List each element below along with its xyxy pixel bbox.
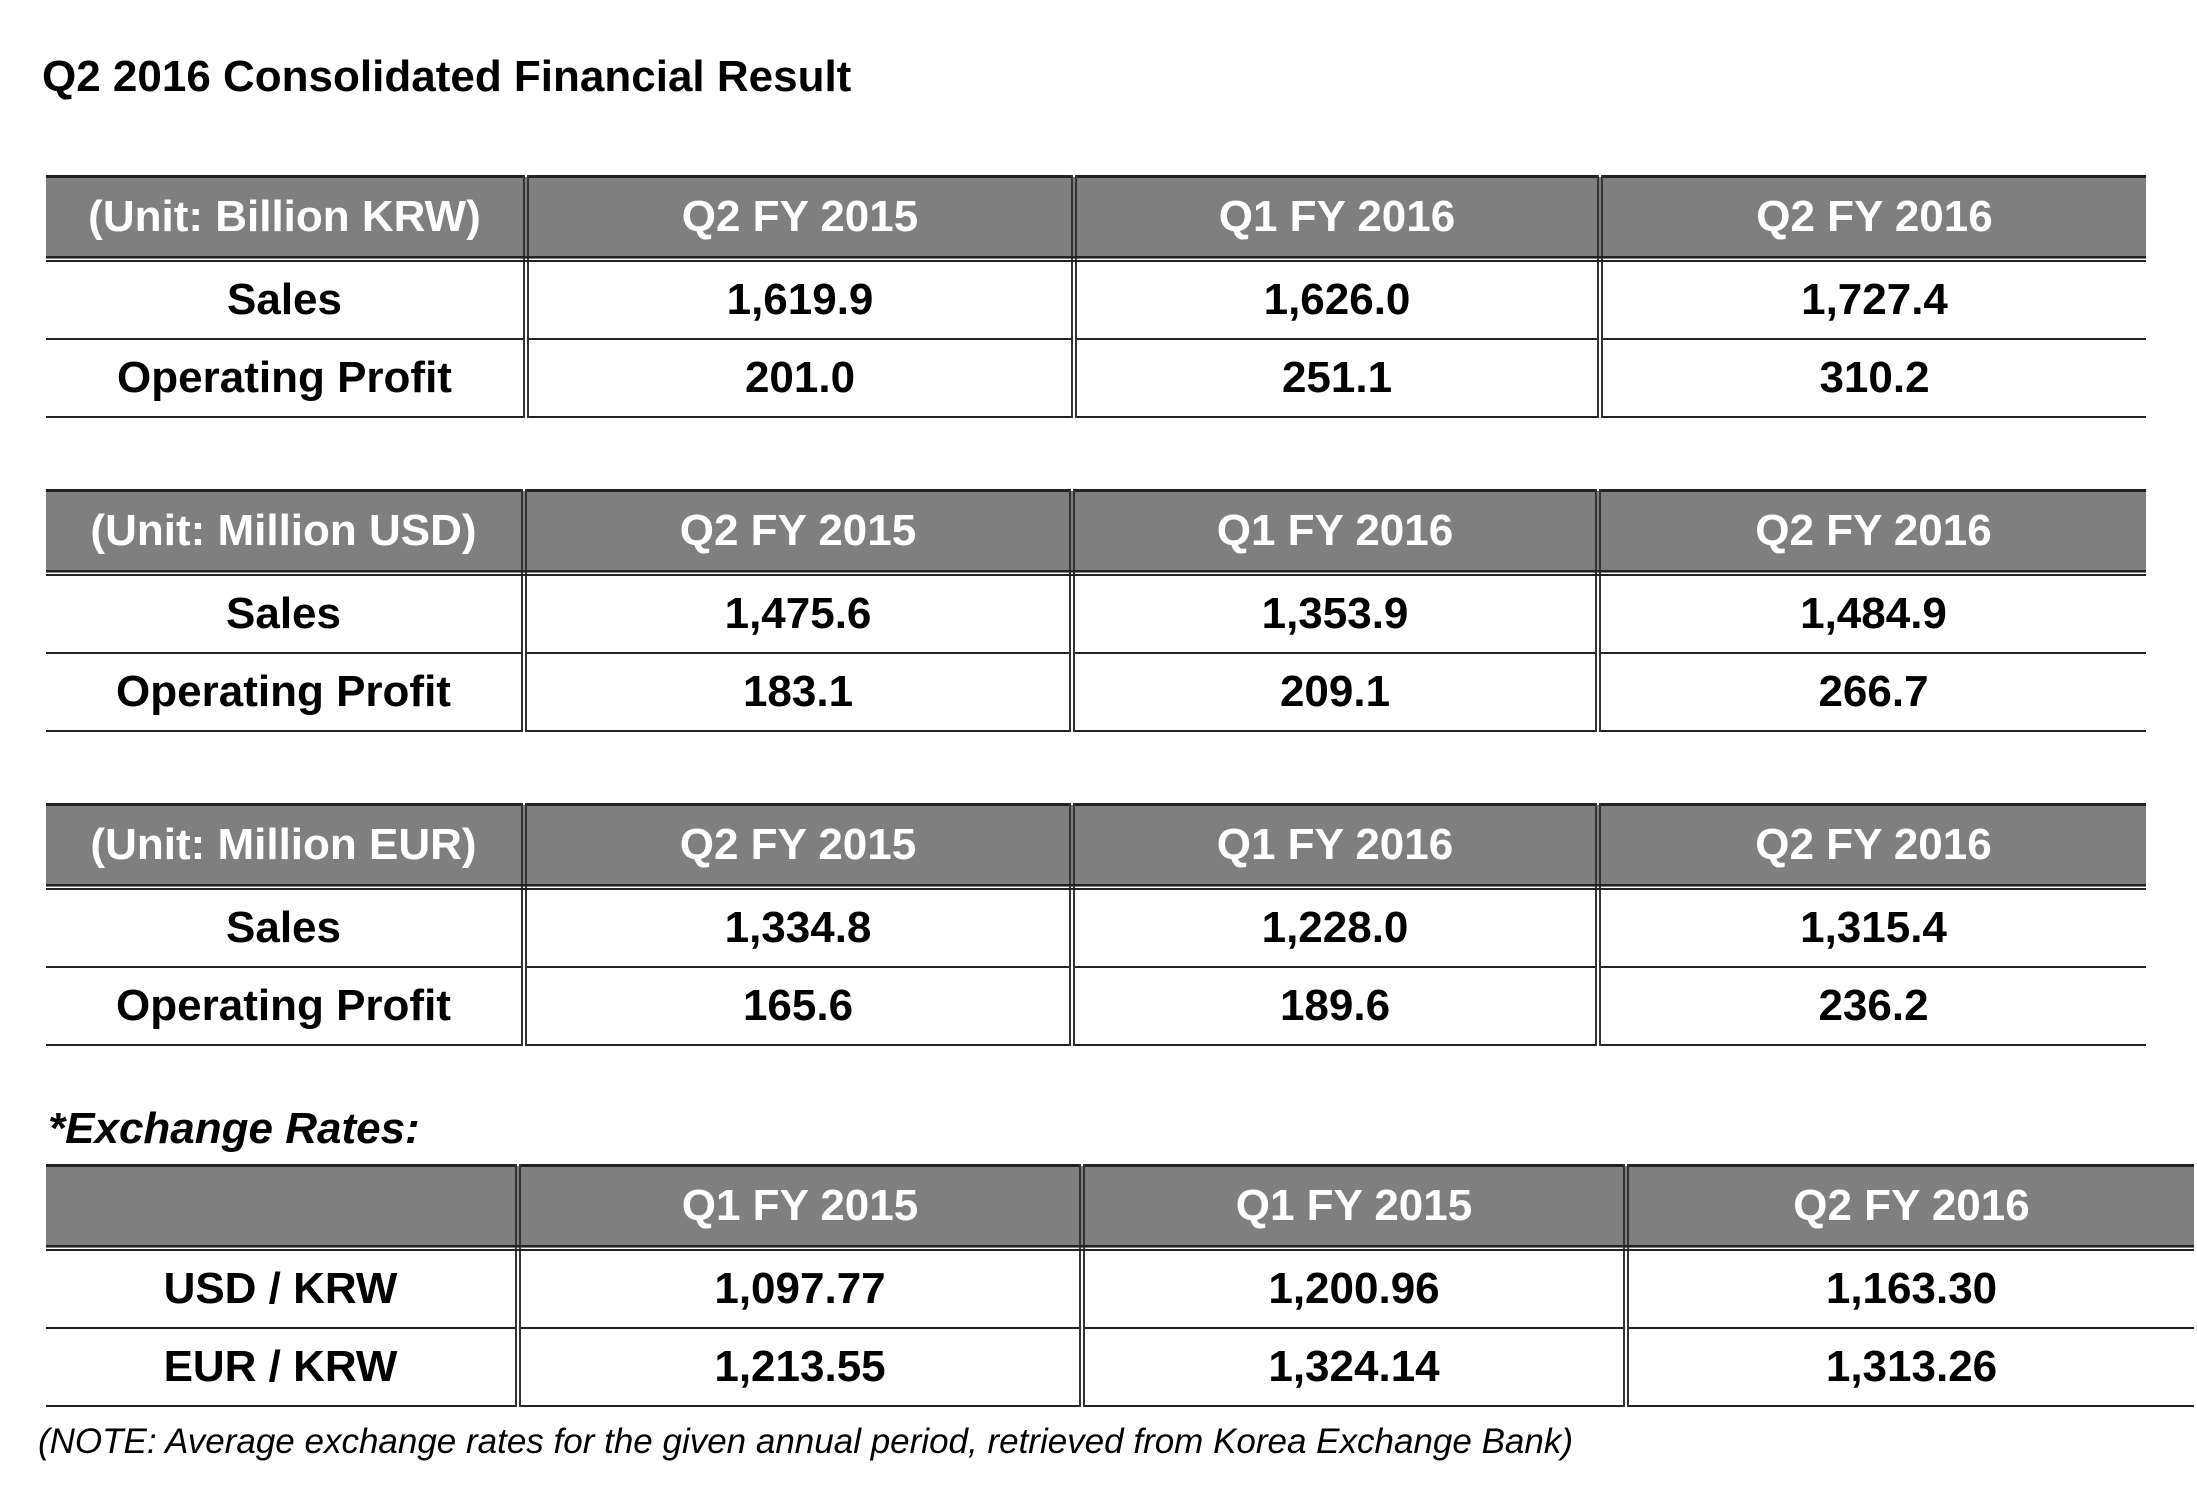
row-label: Sales: [46, 573, 527, 654]
table-cell: 209.1: [1072, 653, 1601, 732]
column-header: Q1 FY 2016: [1074, 175, 1603, 262]
exchange-rates-heading: *Exchange Rates:: [48, 1104, 420, 1153]
table-cell: 1,315.4: [1598, 887, 2146, 968]
table-cell: 1,213.55: [518, 1328, 1085, 1407]
table-cell: 183.1: [524, 653, 1075, 732]
table-row: Sales 1,334.8 1,228.0 1,315.4: [46, 887, 2146, 968]
table-cell: 1,324.14: [1082, 1328, 1629, 1407]
column-header: Q2 FY 2015: [526, 175, 1077, 262]
table-cell: 1,475.6: [524, 573, 1075, 654]
table-row: Operating Profit 201.0 251.1 310.2: [46, 339, 2146, 418]
table-cell: 201.0: [526, 339, 1077, 418]
usd-results-table: (Unit: Million USD) Q2 FY 2015 Q1 FY 201…: [46, 489, 2146, 732]
column-header: Q1 FY 2016: [1072, 489, 1601, 576]
table-cell: 1,619.9: [526, 259, 1077, 340]
unit-header: (Unit: Million USD): [46, 489, 527, 576]
row-label: EUR / KRW: [46, 1328, 521, 1407]
row-label: Sales: [46, 887, 527, 968]
row-label: Operating Profit: [46, 653, 527, 732]
empty-header: [46, 1164, 521, 1251]
column-header: Q1 FY 2015: [1082, 1164, 1629, 1251]
table-cell: 236.2: [1598, 967, 2146, 1046]
row-label: Sales: [46, 259, 529, 340]
row-label: Operating Profit: [46, 339, 529, 418]
column-header: Q2 FY 2015: [524, 489, 1075, 576]
table-cell: 1,200.96: [1082, 1248, 1629, 1329]
unit-header: (Unit: Billion KRW): [46, 175, 529, 262]
table-cell: 1,313.26: [1626, 1328, 2194, 1407]
column-header: Q2 FY 2016: [1626, 1164, 2194, 1251]
column-header: Q2 FY 2016: [1598, 489, 2146, 576]
table-header-row: (Unit: Million EUR) Q2 FY 2015 Q1 FY 201…: [46, 803, 2146, 890]
table-cell: 1,163.30: [1626, 1248, 2194, 1329]
column-header: Q2 FY 2016: [1598, 803, 2146, 890]
column-header: Q2 FY 2015: [524, 803, 1075, 890]
column-header: Q1 FY 2015: [518, 1164, 1085, 1251]
table-cell: 266.7: [1598, 653, 2146, 732]
table-row: EUR / KRW 1,213.55 1,324.14 1,313.26: [46, 1328, 2194, 1407]
table-cell: 1,228.0: [1072, 887, 1601, 968]
table-cell: 1,353.9: [1072, 573, 1601, 654]
table-row: Operating Profit 183.1 209.1 266.7: [46, 653, 2146, 732]
table-cell: 310.2: [1600, 339, 2146, 418]
table-cell: 1,097.77: [518, 1248, 1085, 1329]
row-label: USD / KRW: [46, 1248, 521, 1329]
table-cell: 251.1: [1074, 339, 1603, 418]
exchange-rates-table: Q1 FY 2015 Q1 FY 2015 Q2 FY 2016 USD / K…: [46, 1164, 2194, 1407]
table-row: Sales 1,619.9 1,626.0 1,727.4: [46, 259, 2146, 340]
page-title: Q2 2016 Consolidated Financial Result: [42, 52, 852, 101]
table-header-row: (Unit: Million USD) Q2 FY 2015 Q1 FY 201…: [46, 489, 2146, 576]
table-row: Sales 1,475.6 1,353.9 1,484.9: [46, 573, 2146, 654]
unit-header: (Unit: Million EUR): [46, 803, 527, 890]
table-cell: 1,334.8: [524, 887, 1075, 968]
column-header: Q1 FY 2016: [1072, 803, 1601, 890]
table-header-row: Q1 FY 2015 Q1 FY 2015 Q2 FY 2016: [46, 1164, 2194, 1251]
table-row: USD / KRW 1,097.77 1,200.96 1,163.30: [46, 1248, 2194, 1329]
footnote: (NOTE: Average exchange rates for the gi…: [38, 1422, 1574, 1461]
column-header: Q2 FY 2016: [1600, 175, 2146, 262]
krw-results-table: (Unit: Billion KRW) Q2 FY 2015 Q1 FY 201…: [46, 175, 2146, 418]
row-label: Operating Profit: [46, 967, 527, 1046]
table-header-row: (Unit: Billion KRW) Q2 FY 2015 Q1 FY 201…: [46, 175, 2146, 262]
table-cell: 1,727.4: [1600, 259, 2146, 340]
table-row: Operating Profit 165.6 189.6 236.2: [46, 967, 2146, 1046]
table-cell: 1,484.9: [1598, 573, 2146, 654]
table-cell: 189.6: [1072, 967, 1601, 1046]
table-cell: 165.6: [524, 967, 1075, 1046]
eur-results-table: (Unit: Million EUR) Q2 FY 2015 Q1 FY 201…: [46, 803, 2146, 1046]
table-cell: 1,626.0: [1074, 259, 1603, 340]
